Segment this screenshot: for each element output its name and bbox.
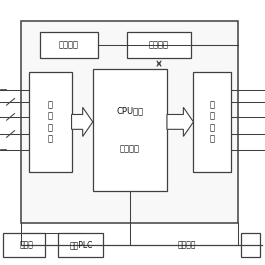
Text: 其他PLC: 其他PLC	[69, 241, 92, 250]
Bar	[29, 72, 72, 172]
Text: 他设备: 他设备	[20, 241, 33, 250]
Text: 输
出
模
块: 输 出 模 块	[210, 101, 214, 143]
Bar	[241, 233, 260, 257]
Text: 输
入
模
块: 输 入 模 块	[48, 101, 53, 143]
Bar	[40, 32, 98, 58]
Bar	[93, 69, 167, 191]
Text: CPU模块: CPU模块	[116, 107, 143, 116]
Text: 通信接口: 通信接口	[120, 144, 140, 153]
Text: 通信网络: 通信网络	[178, 241, 196, 250]
Bar	[21, 21, 238, 223]
Bar	[58, 233, 103, 257]
Polygon shape	[167, 107, 193, 136]
Bar	[3, 233, 45, 257]
Text: 接口模块: 接口模块	[149, 41, 169, 50]
Text: 电源模块: 电源模块	[59, 41, 79, 50]
Polygon shape	[72, 107, 93, 136]
Bar	[193, 72, 231, 172]
Bar	[127, 32, 191, 58]
